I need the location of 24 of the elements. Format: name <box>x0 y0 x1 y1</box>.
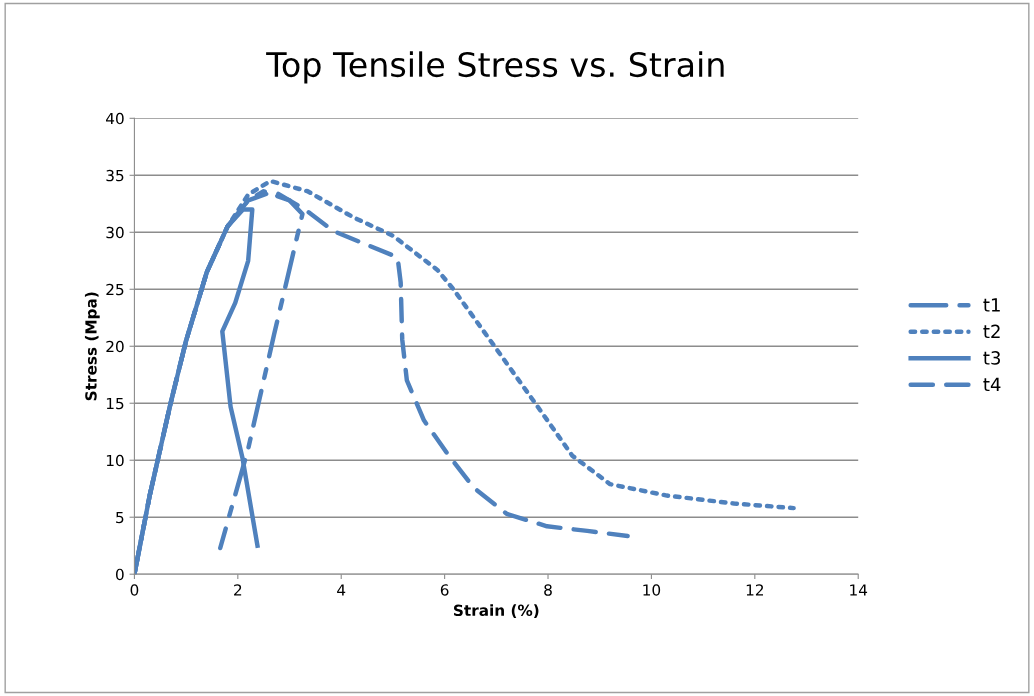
x-tick-label: 0 <box>130 584 139 596</box>
x-tick-label: 12 <box>746 584 764 596</box>
y-tick-label: 10 <box>106 454 124 467</box>
legend-label: t1 <box>983 298 1000 312</box>
legend-label: t2 <box>983 324 1000 338</box>
x-tick-label: 4 <box>337 584 346 596</box>
y-tick-label: 15 <box>106 397 124 410</box>
y-axis-title: Stress (Mpa) <box>84 292 100 401</box>
y-tick-label: 25 <box>106 283 124 296</box>
y-tick-label: 5 <box>116 511 124 524</box>
chart-title: Top Tensile Stress vs. Strain <box>266 51 724 84</box>
y-tick-label: 30 <box>106 226 124 239</box>
y-tick-label: 20 <box>106 340 124 353</box>
x-tick-label: 8 <box>544 584 552 596</box>
y-tick-label: 0 <box>115 568 124 581</box>
y-tick-label: 35 <box>106 169 124 182</box>
legend-label: t3 <box>983 351 1000 365</box>
legend-label: t4 <box>983 377 1001 391</box>
y-tick-label: 40 <box>106 112 124 125</box>
x-tick-label: 6 <box>440 584 449 596</box>
x-axis-title: Strain (%) <box>453 604 539 618</box>
x-tick-label: 10 <box>643 584 661 596</box>
x-tick-label: 2 <box>234 584 242 596</box>
x-tick-label: 14 <box>850 584 868 596</box>
